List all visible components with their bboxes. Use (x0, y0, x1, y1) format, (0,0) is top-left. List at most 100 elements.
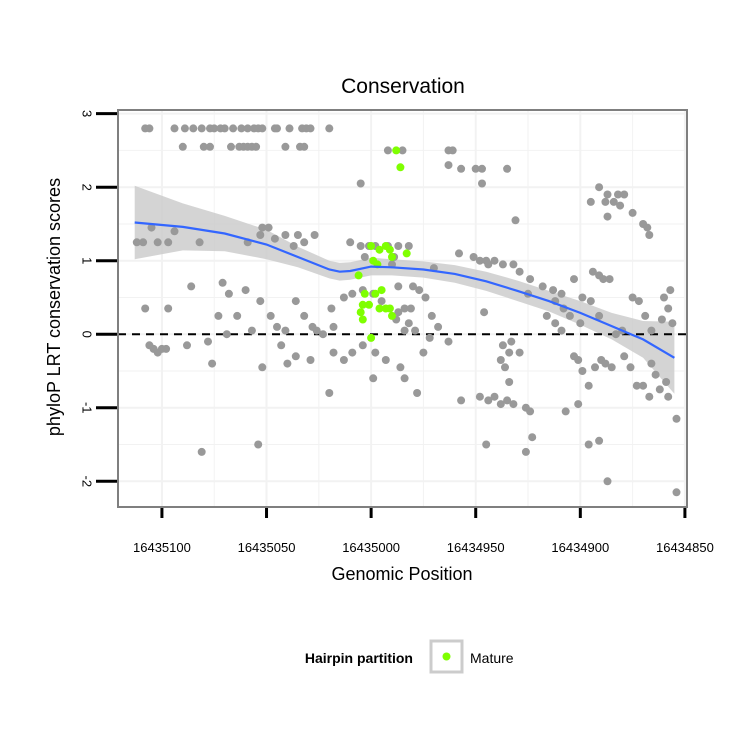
data-point-other (233, 311, 242, 320)
data-point-other (293, 231, 302, 239)
data-point-other (421, 293, 430, 302)
data-point-other (478, 164, 486, 173)
data-point-other (187, 282, 196, 291)
data-point-other (626, 363, 635, 372)
data-point-other (258, 124, 267, 133)
data-point-mature (367, 333, 376, 342)
y-tick-label: -1 (79, 402, 94, 414)
data-point-other (406, 304, 415, 313)
data-point-mature (356, 308, 365, 317)
data-point-other (369, 374, 378, 383)
legend: Hairpin partition Mature (305, 639, 514, 674)
data-point-other (237, 124, 246, 133)
data-point-mature (354, 271, 363, 280)
data-point-mature (392, 146, 401, 155)
data-point-other (400, 304, 409, 313)
data-point-mature (367, 242, 376, 250)
y-tick-label: 2 (79, 184, 94, 191)
data-point-mature (377, 286, 386, 295)
data-point-other (348, 348, 357, 357)
data-point-other (484, 396, 493, 405)
data-point-other (574, 400, 583, 409)
data-point-other (490, 392, 499, 401)
data-point-other (141, 304, 150, 313)
data-point-other (300, 311, 309, 320)
data-point-other (178, 142, 187, 151)
x-tick-label: 16434850 (656, 540, 714, 555)
data-point-other (496, 400, 505, 409)
data-point-other (258, 363, 267, 372)
data-point-other (419, 348, 428, 357)
data-point-other (576, 319, 585, 328)
data-point-other (229, 124, 238, 133)
legend-key-box (429, 639, 464, 674)
data-point-mature (388, 253, 396, 261)
data-point-other (264, 223, 273, 232)
data-point-other (595, 436, 604, 445)
data-point-other (620, 190, 629, 199)
data-point-other (329, 348, 338, 357)
data-point-other (490, 256, 499, 265)
data-point-other (300, 142, 309, 151)
data-point-other (319, 330, 327, 339)
data-point-other (227, 142, 235, 151)
data-point-other (241, 286, 250, 295)
data-point-mature (360, 289, 369, 298)
data-point-other (509, 400, 518, 409)
data-point-other (595, 311, 604, 320)
data-point-other (482, 440, 491, 449)
legend-title: Hairpin partition (305, 650, 413, 666)
data-point-other (620, 352, 629, 361)
data-point-other (400, 374, 409, 383)
data-point-other (247, 326, 256, 335)
data-point-other (603, 477, 612, 486)
data-point-other (643, 223, 652, 232)
data-point-other (578, 367, 587, 375)
data-point-other (448, 146, 457, 155)
data-point-other (325, 124, 334, 133)
data-point-other (647, 359, 656, 368)
data-point-other (404, 242, 413, 250)
data-point-other (195, 238, 204, 247)
points-other (132, 124, 681, 497)
data-point-other (616, 201, 625, 210)
data-point-other (204, 337, 212, 346)
data-point-mature (385, 304, 394, 313)
data-point-other (603, 190, 612, 199)
data-point-other (557, 289, 566, 298)
chart-title: Conservation (341, 75, 465, 98)
data-point-other (197, 447, 206, 456)
data-point-other (601, 197, 610, 206)
data-point-other (348, 289, 357, 298)
data-point-other (657, 315, 666, 324)
data-point-other (162, 344, 171, 353)
data-point-other (484, 260, 493, 269)
data-point-other (607, 363, 616, 372)
data-point-other (164, 238, 173, 247)
data-point-other (222, 330, 231, 339)
legend-entry-mature: Mature (470, 650, 514, 666)
data-point-other (306, 356, 315, 364)
data-point-other (291, 352, 300, 361)
data-point-other (139, 238, 148, 247)
data-point-other (329, 322, 338, 331)
data-point-other (662, 378, 671, 386)
data-point-other (339, 356, 348, 364)
data-point-mature (365, 300, 373, 309)
data-point-other (503, 396, 512, 405)
data-point-other (427, 311, 436, 320)
data-point-other (252, 142, 261, 151)
data-point-other (356, 242, 365, 250)
data-point-other (595, 183, 604, 192)
data-point-other (404, 319, 413, 328)
data-point-other (170, 227, 179, 236)
data-point-other (164, 304, 173, 313)
x-axis-label: Genomic Position (331, 564, 472, 584)
data-point-other (277, 341, 286, 350)
panel-border (117, 109, 688, 508)
data-point-other (660, 293, 668, 302)
data-point-other (505, 348, 514, 357)
data-point-other (628, 293, 637, 302)
data-point-other (528, 433, 537, 442)
